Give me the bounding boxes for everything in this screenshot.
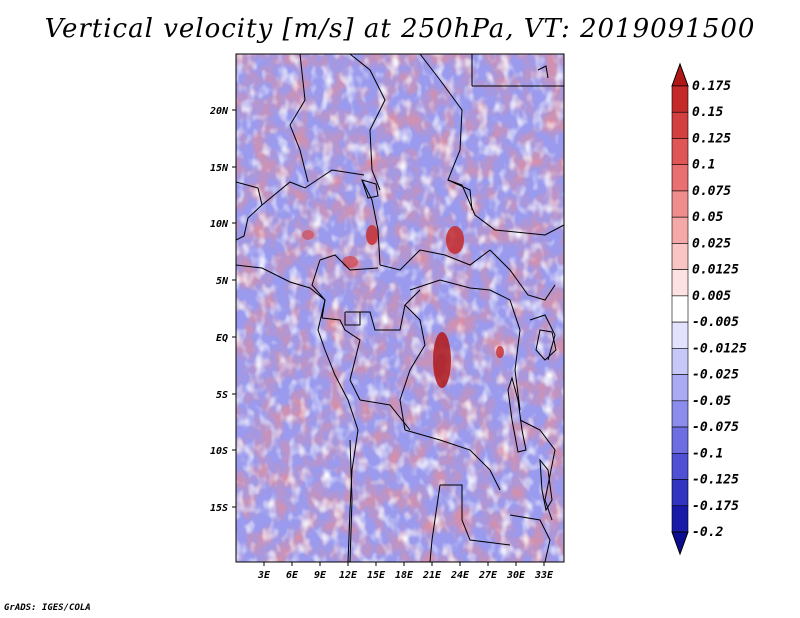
colorbar-label: 0.125 bbox=[692, 131, 731, 146]
colorbar-label: -0.025 bbox=[692, 368, 739, 383]
lon-label-21e: 21E bbox=[422, 570, 442, 581]
colorbar-swatch bbox=[671, 138, 689, 166]
colorbar-label: -0.05 bbox=[692, 394, 731, 409]
colorbar-label: -0.1 bbox=[692, 446, 723, 461]
colorbar-swatch bbox=[671, 426, 689, 454]
colorbar-label: 0.15 bbox=[692, 105, 723, 120]
vertical-velocity-field bbox=[236, 54, 564, 562]
colorbar-label: -0.2 bbox=[692, 525, 723, 540]
colorbar-swatch bbox=[671, 216, 689, 244]
colorbar-swatch bbox=[671, 452, 689, 480]
lon-label-27e: 27E bbox=[478, 570, 498, 581]
colorbar-swatch bbox=[671, 190, 689, 218]
colorbar-swatch bbox=[671, 295, 689, 323]
colorbar-bottom-arrow bbox=[671, 531, 689, 556]
lon-label-9e: 9E bbox=[314, 570, 327, 581]
colorbar-label: -0.0125 bbox=[692, 341, 747, 356]
map-frame bbox=[235, 53, 565, 563]
grads-credit: GrADS: IGES/COLA bbox=[4, 603, 91, 613]
lon-label-6e: 6E bbox=[286, 570, 299, 581]
colorbar-swatch bbox=[671, 111, 689, 139]
lat-label-15n: 15N bbox=[210, 163, 229, 174]
colorbar-label: -0.005 bbox=[692, 315, 739, 330]
colorbar-label: -0.175 bbox=[692, 499, 739, 514]
lat-label-5s: 5S bbox=[216, 390, 228, 401]
lon-label-24e: 24E bbox=[450, 570, 470, 581]
lon-label-18e: 18E bbox=[395, 570, 414, 581]
lat-label-15s: 15S bbox=[210, 503, 228, 514]
colorbar-label: 0.175 bbox=[692, 79, 731, 94]
lat-label-eq: EQ bbox=[216, 333, 228, 344]
lon-label-33e: 33E bbox=[534, 570, 554, 581]
colorbar-label: 0.05 bbox=[692, 210, 723, 225]
colorbar-swatch bbox=[671, 243, 689, 270]
colorbar-swatch bbox=[671, 321, 689, 349]
lat-label-10n: 10N bbox=[210, 219, 229, 230]
lon-label-15e: 15E bbox=[367, 570, 386, 581]
colorbar-swatch bbox=[671, 164, 689, 192]
lat-label-10s: 10S bbox=[210, 446, 228, 457]
colorbar-label: 0.0125 bbox=[692, 263, 739, 278]
colorbar-swatch bbox=[671, 374, 689, 402]
colorbar-swatch bbox=[671, 479, 689, 507]
colorbar-label: 0.025 bbox=[692, 236, 731, 251]
country-borders bbox=[236, 54, 564, 562]
latitude-axis: 20N 15N 10N 5N EQ 5S 10S 15S bbox=[209, 106, 236, 514]
colorbar-swatch bbox=[671, 348, 689, 375]
lon-label-12e: 12E bbox=[339, 570, 358, 581]
colorbar-swatch bbox=[671, 269, 689, 297]
lon-label-30e: 30E bbox=[506, 570, 526, 581]
colorbar-swatch bbox=[671, 400, 689, 428]
map-title: Vertical velocity [m/s] at 250hPa, VT: 2… bbox=[44, 14, 756, 44]
colorbar: 0.175 0.15 0.125 0.1 0.075 0.05 0.025 0.0125 0.0… bbox=[671, 62, 747, 556]
longitude-axis: 3E 6E 9E 12E 15E 18E 21E 24E 27E 30E 33E bbox=[257, 562, 554, 581]
colorbar-label: -0.125 bbox=[692, 473, 739, 488]
colorbar-label: 0.1 bbox=[692, 158, 715, 173]
colorbar-top-arrow bbox=[671, 62, 689, 87]
colorbar-label: -0.075 bbox=[692, 420, 739, 435]
colorbar-label: 0.005 bbox=[692, 289, 731, 304]
colorbar-swatch bbox=[671, 85, 689, 113]
lat-label-20n: 20N bbox=[209, 106, 229, 117]
colorbar-label: 0.075 bbox=[692, 184, 731, 199]
colorbar-swatch bbox=[671, 505, 689, 533]
lon-label-3e: 3E bbox=[257, 570, 271, 581]
lat-label-5n: 5N bbox=[216, 276, 229, 287]
